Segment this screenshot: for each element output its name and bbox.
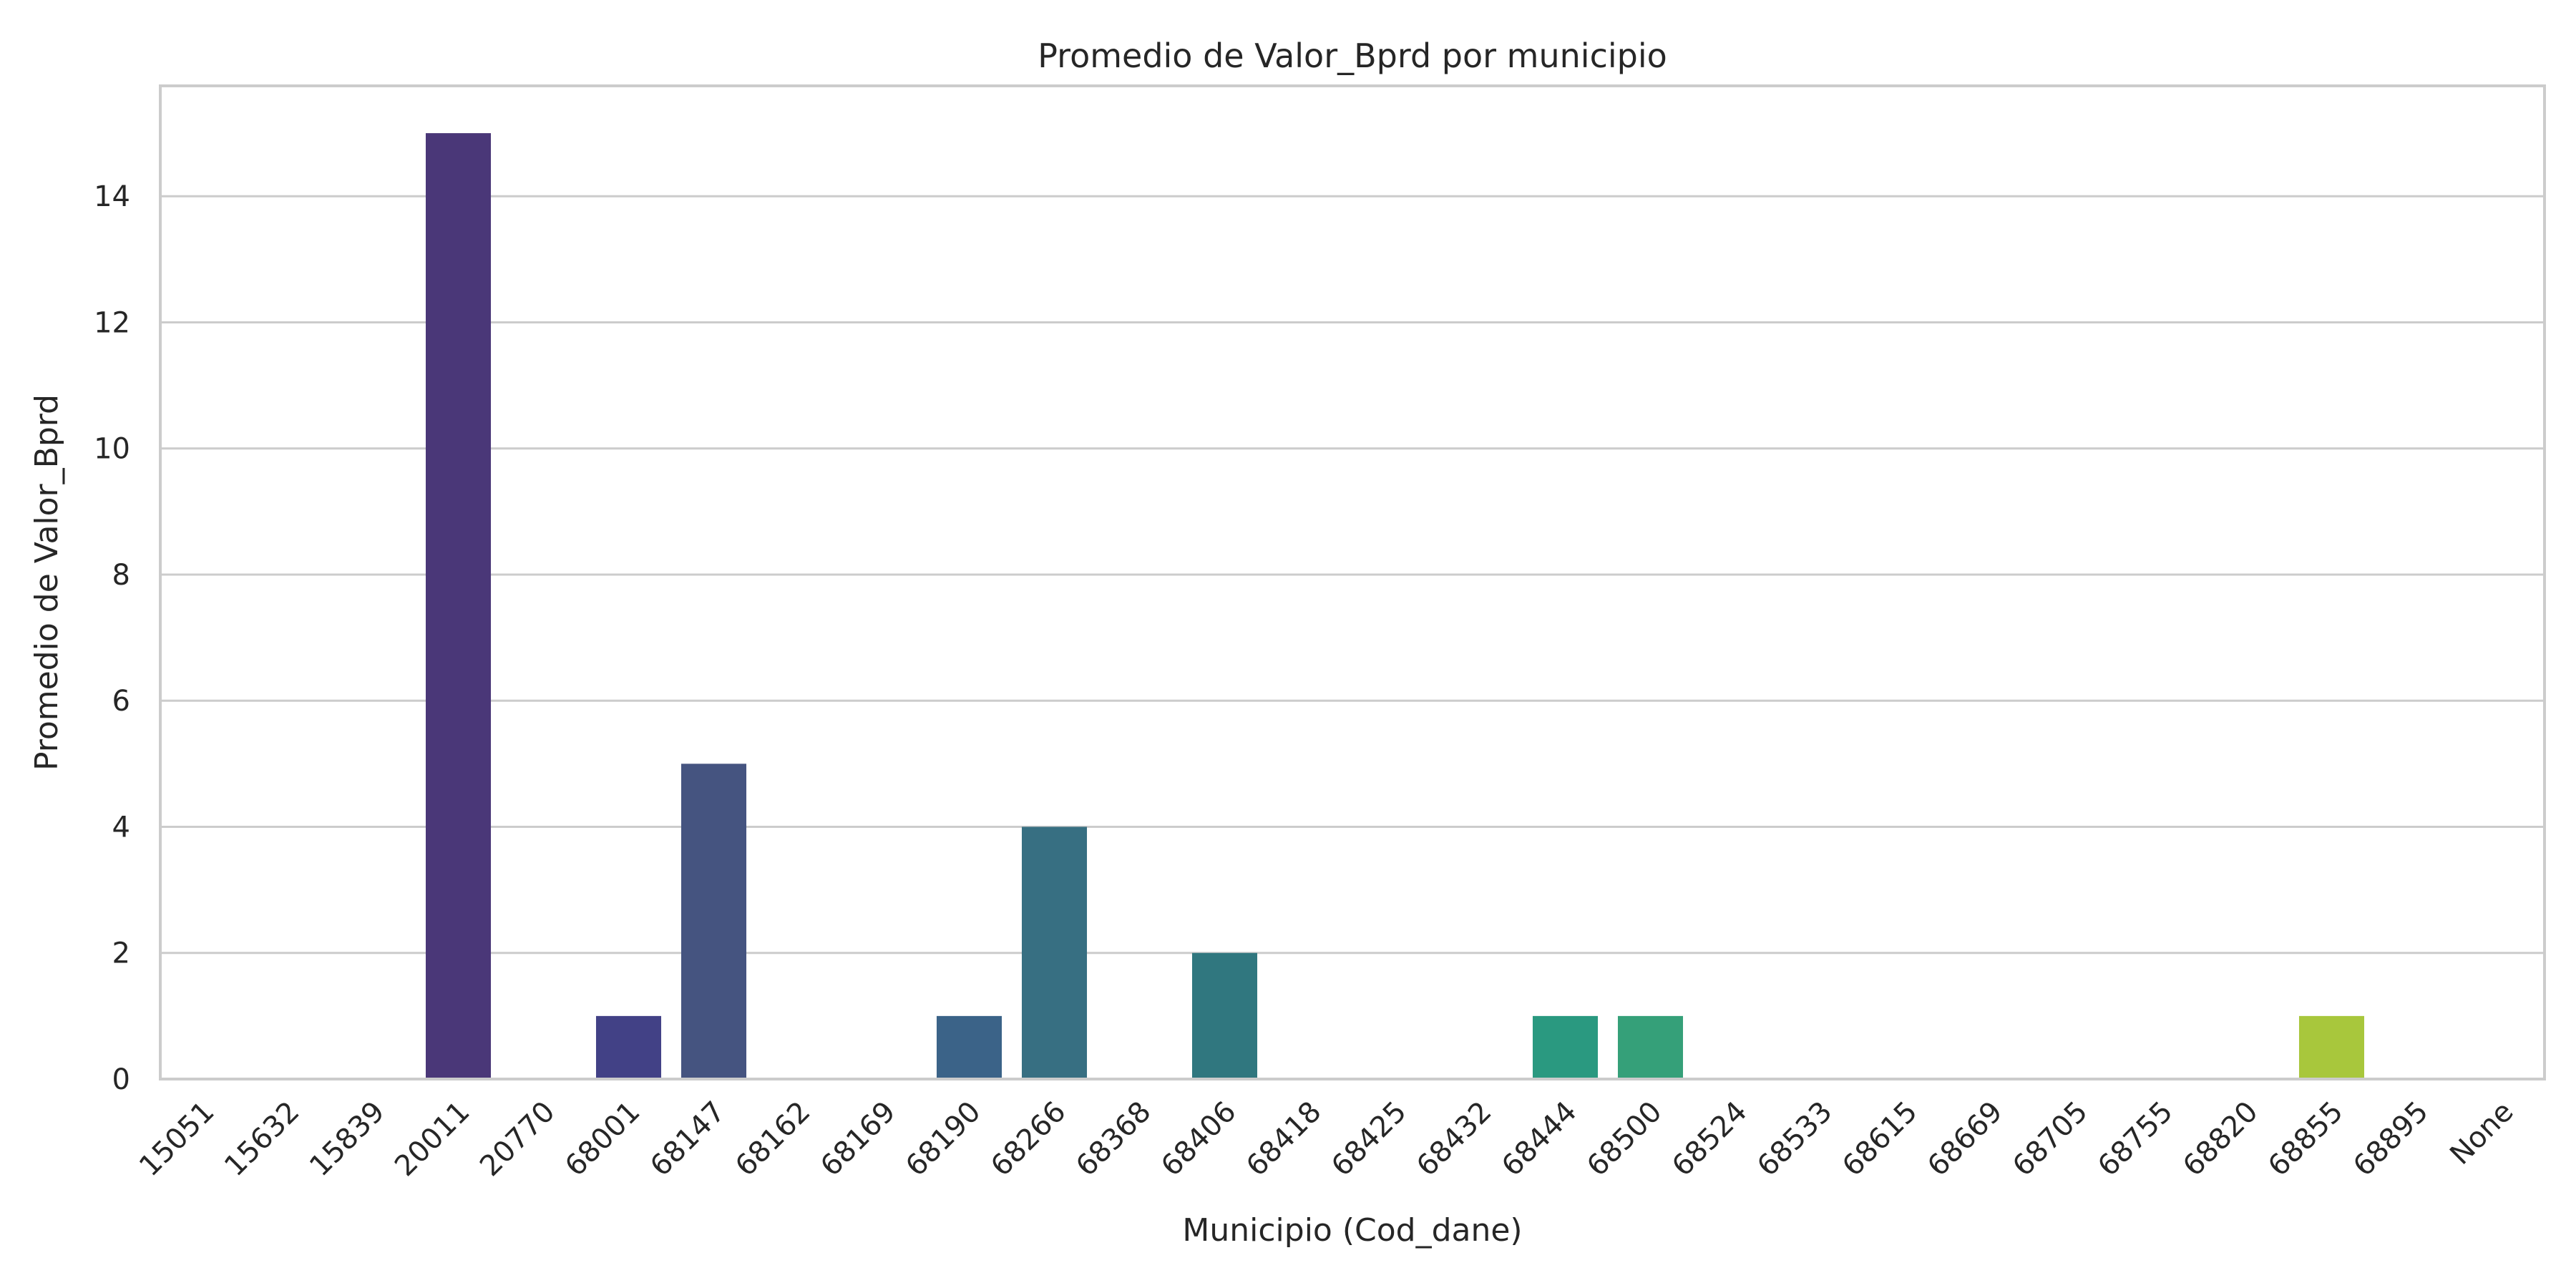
x-tick-labels: 1505115632158392001120770680016814768162…: [133, 1096, 2520, 1184]
y-tick-label: 0: [112, 1063, 130, 1096]
x-tick-label: 68425: [1325, 1096, 1413, 1184]
y-tick-label: 12: [94, 306, 130, 339]
y-tick-label: 6: [112, 685, 130, 718]
x-tick-label: 20770: [474, 1096, 562, 1184]
bar: [2298, 1015, 2365, 1079]
bar: [1021, 826, 1088, 1079]
bars: [425, 133, 2365, 1080]
bar: [1191, 952, 1258, 1079]
y-tick-label: 2: [112, 937, 130, 970]
x-tick-label: 68524: [1666, 1096, 1754, 1184]
x-tick-label: 68368: [1070, 1096, 1158, 1184]
gridlines: [160, 195, 2545, 1080]
x-tick-label: 15839: [303, 1096, 391, 1184]
x-tick-label: 68705: [2006, 1096, 2094, 1184]
x-tick-label: 68147: [644, 1096, 732, 1184]
x-tick-label: 68855: [2262, 1096, 2350, 1184]
x-tick-label: 68755: [2092, 1096, 2180, 1184]
x-tick-label: 68432: [1410, 1096, 1498, 1184]
x-tick-label: 15632: [218, 1096, 306, 1184]
y-tick-label: 4: [112, 811, 130, 844]
bar: [1617, 1015, 1684, 1079]
x-tick-label: 15051: [133, 1096, 221, 1184]
x-tick-label: 68820: [2177, 1096, 2265, 1184]
x-tick-label: 68895: [2347, 1096, 2435, 1184]
plot-frame: [159, 84, 2546, 1080]
x-tick-label: 68669: [1921, 1096, 2009, 1184]
x-tick-label: 20011: [389, 1096, 477, 1184]
y-tick-label: 10: [94, 433, 130, 466]
x-tick-label: 68169: [814, 1096, 902, 1184]
x-tick-label: 68001: [559, 1096, 647, 1184]
bar: [936, 1015, 1002, 1079]
x-tick-label: 68406: [1155, 1096, 1243, 1184]
y-tick-labels: 0 2 4 6 8 10 12 14: [94, 180, 130, 1096]
x-axis-label: Municipio (Cod_dane): [1182, 1212, 1522, 1249]
x-tick-label: 68266: [985, 1096, 1073, 1184]
x-tick-label: 68418: [1240, 1096, 1328, 1184]
y-tick-label: 8: [112, 559, 130, 592]
bar: [595, 1015, 662, 1079]
x-tick-label: 68444: [1496, 1096, 1584, 1184]
chart-title: Promedio de Valor_Bprd por municipio: [1038, 36, 1667, 75]
x-tick-label: 68500: [1581, 1096, 1669, 1184]
x-tick-label: 68615: [1836, 1096, 1924, 1184]
y-axis-label: Promedio de Valor_Bprd: [29, 394, 65, 771]
x-tick-label: 68533: [1751, 1096, 1839, 1184]
x-tick-label: None: [2444, 1096, 2519, 1171]
y-tick-label: 14: [94, 180, 130, 213]
x-tick-label: 68162: [729, 1096, 817, 1184]
bar: [1532, 1015, 1599, 1079]
x-tick-label: 68190: [899, 1096, 987, 1184]
bar: [680, 763, 747, 1079]
bar: [425, 133, 492, 1080]
